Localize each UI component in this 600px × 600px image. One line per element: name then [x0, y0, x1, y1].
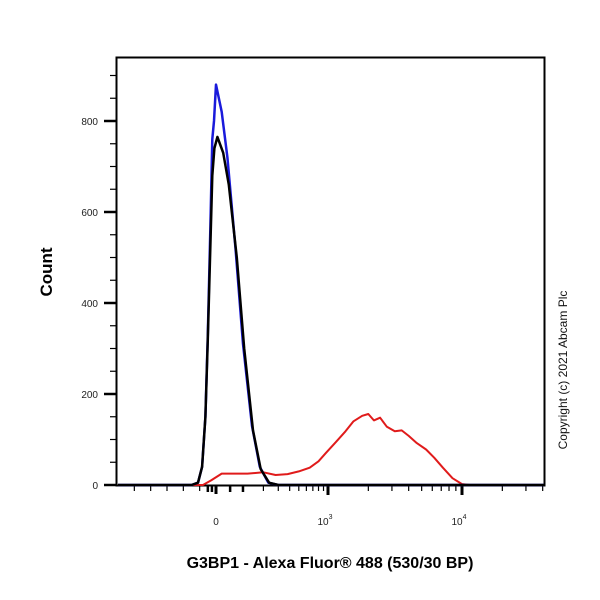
x-axis-ticks — [133, 486, 544, 495]
y-axis-title: Count — [37, 247, 56, 296]
x-axis-tick-labels: 0 103 104 — [213, 514, 466, 528]
series-black-control — [118, 135, 544, 487]
y-tick-label-200: 200 — [81, 390, 98, 401]
x-tick-label-10e3: 103 — [317, 514, 332, 528]
y-tick-label-0: 0 — [92, 481, 98, 492]
y-tick-label-600: 600 — [81, 208, 98, 219]
histogram-series — [118, 83, 544, 487]
x-tick-base: 10 — [451, 517, 463, 528]
x-axis-title: G3BP1 - Alexa Fluor® 488 (530/30 BP) — [187, 555, 474, 572]
x-tick-exponent: 3 — [329, 514, 333, 521]
x-tick-exponent: 4 — [463, 514, 467, 521]
y-axis-tick-labels: 0 200 400 600 800 — [81, 117, 98, 492]
x-tick-label-0: 0 — [213, 517, 219, 528]
x-tick-label-10e4: 104 — [451, 514, 466, 528]
copyright-notice: Copyright (c) 2021 Abcam Plc — [556, 291, 570, 450]
y-axis-ticks — [104, 74, 116, 487]
y-tick-label-800: 800 — [81, 117, 98, 128]
x-tick-base: 10 — [317, 517, 329, 528]
y-tick-label-400: 400 — [81, 299, 98, 310]
